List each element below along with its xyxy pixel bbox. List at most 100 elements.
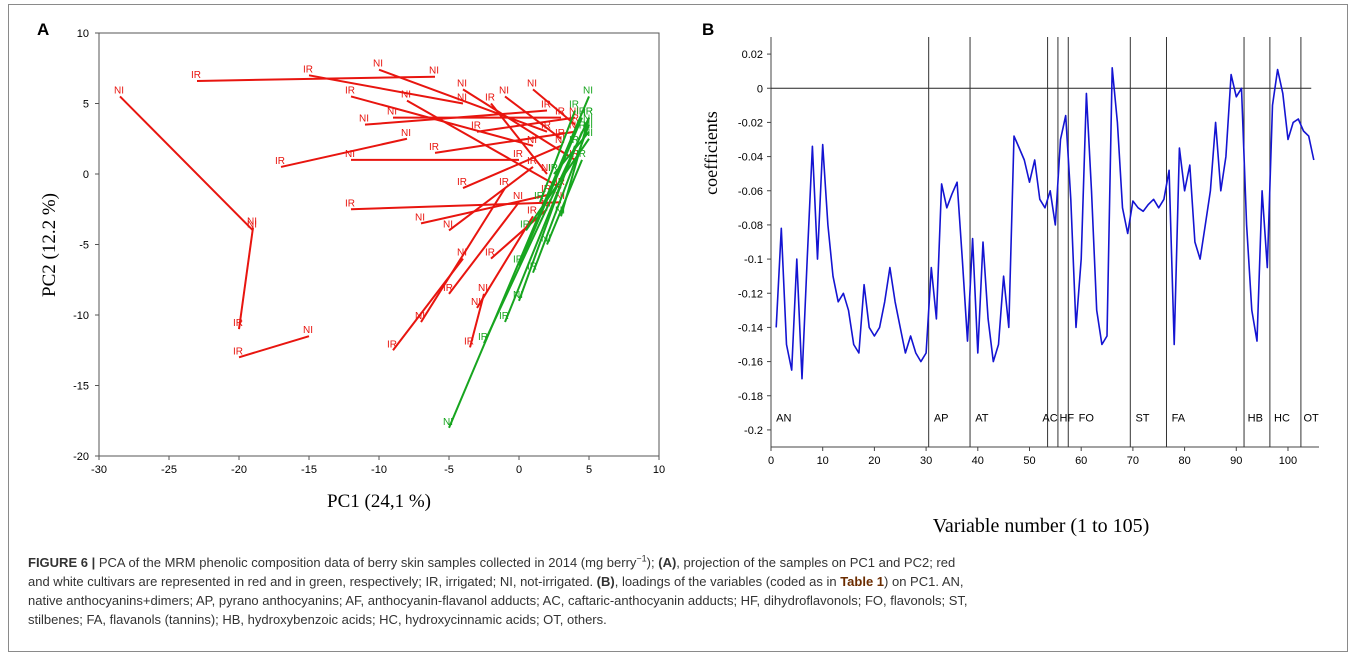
red-sample-segment [504,95,562,140]
caption-text-2: and white cultivars are represented in r… [28,574,597,589]
red-sample-segment [448,201,520,295]
green-sample-segment [553,131,590,175]
caption-text-1c: , projection of the samples on PC1 and P… [676,555,956,570]
red-sample-segment [476,215,534,309]
x-tick-label: -30 [91,464,107,476]
sample-label: NI [499,85,509,96]
sample-label: NI [443,417,453,428]
sample-label: NI [583,121,593,132]
caption-text-4: stilbenes; FA, flavanols (tannins); HB, … [28,612,607,627]
sample-label: NI [527,135,537,146]
sample-label: IR [499,311,509,322]
caption-ref-a: (A) [658,555,677,570]
sample-label: IR [583,107,593,118]
green-sample-segment [560,117,590,217]
sample-label: NI [373,59,383,70]
group-label: AC [1042,412,1057,424]
sample-label: NI [555,135,565,146]
sample-label: IR [233,346,243,357]
panel-a-y-axis-label: PC2 (12.2 %) [39,193,60,297]
sample-label: NI [401,128,411,139]
red-sample-segment [462,144,562,190]
group-label: FA [1172,412,1186,424]
panel-a-segments: NINIIRNINIIRIRNIIRNIIRNIIRNINIIRIRNINIIR… [114,59,593,429]
red-sample-segment [364,109,548,126]
y-tick-label: -0.16 [738,357,763,369]
red-sample-segment [238,227,254,330]
sample-label: NI [359,114,369,125]
caption-figure-label: FIGURE 6 | [28,555,96,570]
sample-label: IR [576,121,586,132]
panel-b-x-axis-label: Variable number (1 to 105) [933,515,1150,537]
red-sample-segment [448,166,534,232]
sample-label: IR [513,255,523,266]
sample-label: NI [457,93,467,104]
x-tick-label: -25 [161,464,177,476]
panel-b-letter: B [702,20,714,39]
caption-superscript: −1 [636,553,647,564]
caption-text-1b: ); [646,555,659,570]
panel-b-loadings-line [775,66,1315,380]
sample-label: NI [443,219,453,230]
panel-b-y-axis-label: coefficients [701,111,721,195]
red-sample-segment [378,68,548,133]
sample-label: IR [275,156,285,167]
sample-label: NI [457,248,467,259]
caption-text-2b: , loadings of the variables (coded as in [614,574,841,589]
sample-label: IR [569,135,579,146]
sample-label: NI [478,283,488,294]
sample-label: NI [471,297,481,308]
sample-label: NI [555,191,565,202]
x-tick-label: 10 [653,464,665,476]
sample-label: NI [513,191,523,202]
y-tick-label: -0.12 [738,288,763,300]
sample-label: IR [555,128,565,139]
sample-label: NI [415,311,425,322]
sample-label: IR [457,177,467,188]
caption-text-1a: PCA of the MRM phenolic composition data… [95,555,637,570]
sample-label: NI [541,234,551,245]
panel-b-x-ticks: 0 10 20 30 40 50 60 70 80 90 100 [768,447,1297,467]
sample-label: NI [345,149,355,160]
y-tick-label: -20 [73,451,89,463]
sample-label: IR [527,205,537,216]
y-tick-label: -0.1 [744,254,763,266]
group-label: HF [1059,412,1074,424]
y-tick-label: -0.02 [738,117,763,129]
sample-label: IR [478,332,488,343]
sample-label: IR [569,149,579,160]
panel-a-letter: A [37,20,49,39]
sample-label: IR [345,85,355,96]
y-tick-label: 10 [77,28,89,40]
sample-label: IR [233,318,243,329]
red-sample-segment [196,75,436,82]
sample-label: IR [569,100,579,111]
sample-label: IR [541,100,551,111]
sample-label: IR [527,156,537,167]
sample-label: NI [247,217,257,228]
sample-label: IR [345,198,355,209]
caption-table-link[interactable]: Table 1 [840,574,885,589]
sample-label: IR [471,121,481,132]
sample-label: NI [415,212,425,223]
y-tick-label: 5 [83,99,89,111]
panel-b-group-labels: AN AP AT AC HF FO ST FA HB HC OT [776,412,1319,424]
sample-label: IR [485,93,495,104]
sample-label: IR [520,219,530,230]
sample-label: NI [513,290,523,301]
sample-label: IR [387,339,397,350]
x-tick-label: -15 [301,464,317,476]
y-tick-label: -0.18 [738,391,763,403]
sample-label: IR [548,163,558,174]
figure-caption: FIGURE 6 | PCA of the MRM phenolic compo… [28,553,1333,629]
y-tick-label: 0 [83,169,89,181]
panel-b-y-ticks: 0.02 0 -0.02 -0.04 -0.06 -0.08 -0.1 -0.12 -0.14 -… [738,49,771,437]
red-sample-segment [280,137,408,168]
x-tick-label: 100 [1279,455,1297,467]
red-sample-segment [392,257,464,351]
sample-label: IR [576,149,586,160]
y-tick-label: -0.08 [738,220,763,232]
sample-label: NI [555,205,565,216]
group-label: FO [1079,412,1095,424]
green-sample-segment [539,110,576,203]
